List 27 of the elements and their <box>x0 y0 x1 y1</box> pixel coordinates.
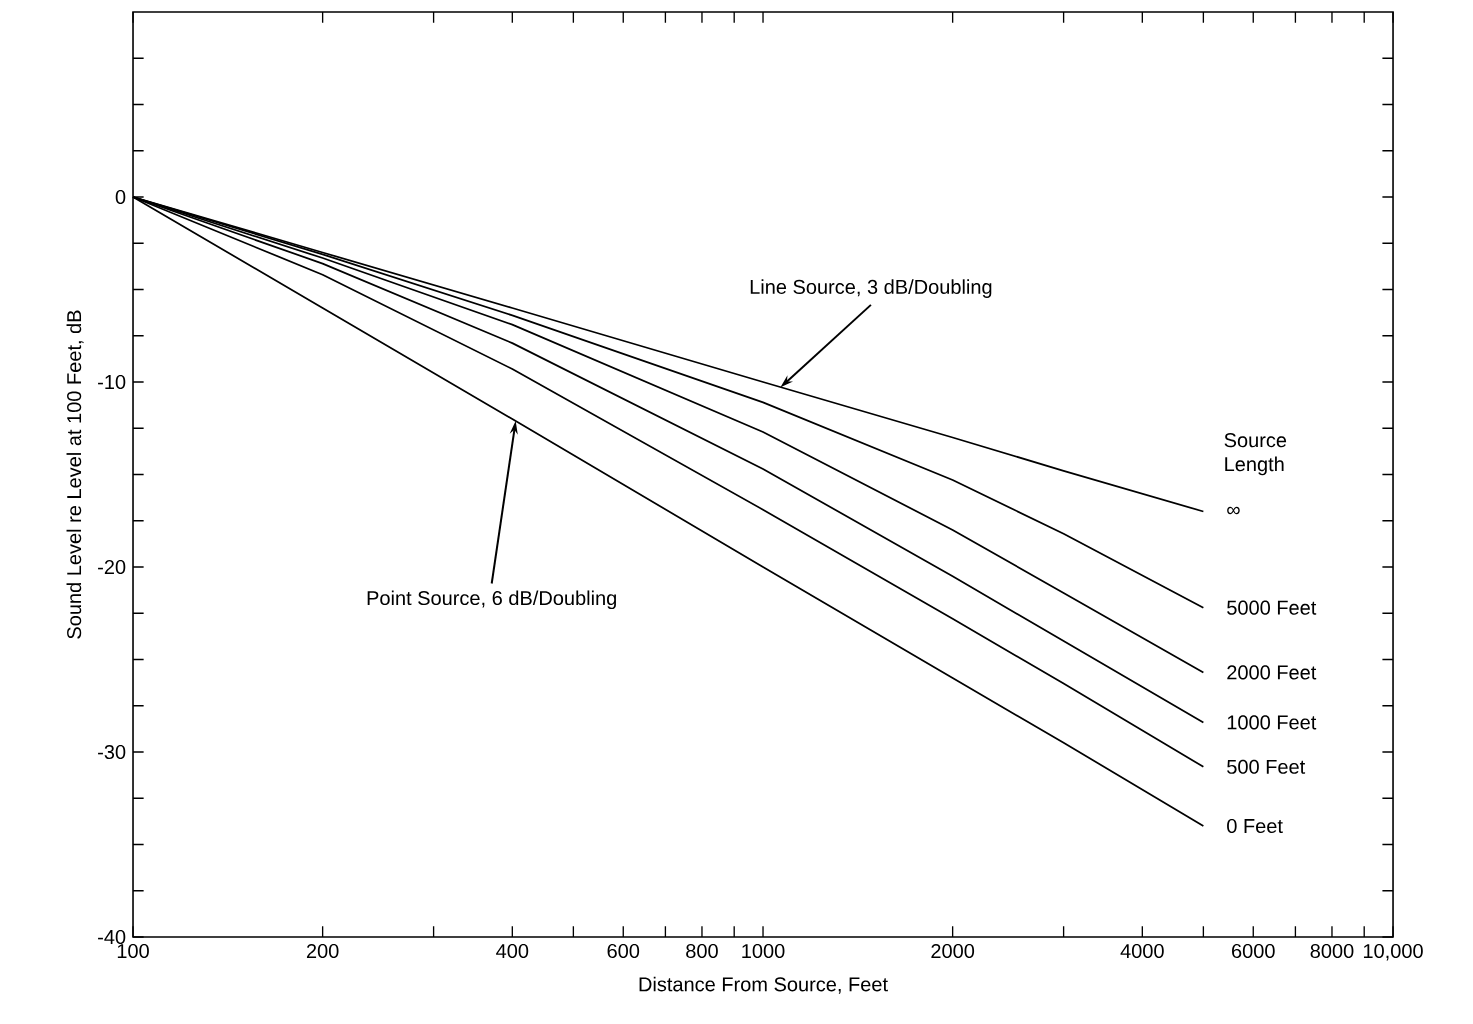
x-tick-label: 2000 <box>931 943 975 959</box>
annotation: Line Source, 3 dB/Doubling <box>750 279 992 298</box>
y-tick-label: 0 <box>115 189 126 205</box>
series-label: 500 Feet <box>1227 759 1306 774</box>
y-tick-label: -30 <box>98 744 126 760</box>
x-axis-title: Distance From Source, Feet <box>639 976 888 994</box>
series-label: 0 Feet <box>1227 818 1283 834</box>
x-tick-label: 600 <box>607 943 640 959</box>
x-tick-label: 6000 <box>1232 943 1275 959</box>
y-axis-title: Sound Level re Level at 100 Feet, dB <box>66 310 84 639</box>
legend-title: Source Length <box>1224 433 1287 476</box>
x-tick-label: 200 <box>306 943 339 959</box>
y-tick-label: -40 <box>98 929 126 945</box>
x-tick-label: 1000 <box>742 943 785 959</box>
annotation: Point Source, 6 dB/Doubling <box>367 590 616 610</box>
series-label: 5000 Feet <box>1227 600 1317 615</box>
series-label: 2000 Feet <box>1227 665 1317 680</box>
y-tick-label: -20 <box>98 559 126 575</box>
x-tick-label: 4000 <box>1120 943 1164 959</box>
y-tick-label: -10 <box>98 374 126 390</box>
x-tick-label: 8000 <box>1310 943 1354 959</box>
x-tick-label: 100 <box>117 943 149 959</box>
x-tick-label: 400 <box>496 943 529 959</box>
series-label: ∞ <box>1227 506 1240 515</box>
x-tick-label: 800 <box>686 943 718 959</box>
x-tick-label: 10,000 <box>1363 943 1423 961</box>
series-label: 1000 Feet <box>1227 715 1317 730</box>
